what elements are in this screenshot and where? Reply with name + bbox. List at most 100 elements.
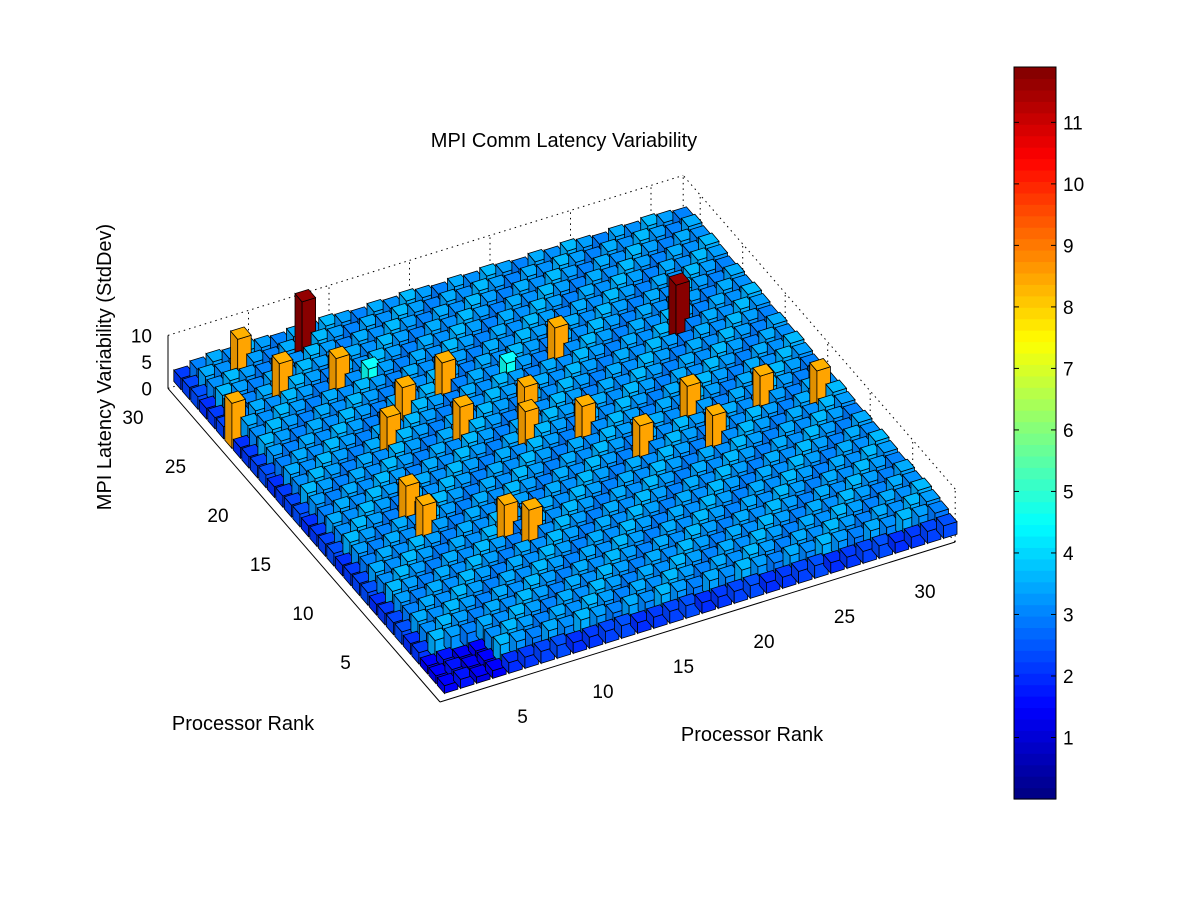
colorbar-swatch — [1014, 67, 1056, 80]
colorbar-swatch — [1014, 581, 1056, 594]
colorbar-swatch — [1014, 112, 1056, 125]
colorbar-tick-label: 5 — [1063, 482, 1074, 503]
colorbar-tick-label: 11 — [1063, 113, 1083, 134]
colorbar-swatch — [1014, 181, 1056, 194]
colorbar-tick-label: 1 — [1063, 728, 1074, 749]
y-tick-label: 15 — [250, 555, 271, 576]
colorbar-swatch — [1014, 135, 1056, 148]
colorbar-swatch — [1014, 295, 1056, 308]
x-tick-label: 25 — [834, 607, 855, 628]
x-tick-label: 10 — [592, 682, 613, 703]
bar-top — [294, 288, 317, 303]
bar-top — [328, 345, 351, 360]
colorbar-swatch — [1014, 158, 1056, 171]
colorbar-swatch — [1014, 741, 1056, 754]
y-tick-label: 20 — [207, 506, 228, 527]
colorbar-swatch — [1014, 558, 1056, 571]
colorbar-swatch — [1014, 638, 1056, 651]
colorbar-swatch — [1014, 398, 1056, 411]
colorbar-tick-label: 3 — [1063, 605, 1074, 626]
bar-top — [452, 394, 475, 408]
colorbar-swatch — [1014, 787, 1056, 800]
colorbar-swatch — [1014, 661, 1056, 674]
colorbar-tick-label: 9 — [1063, 236, 1074, 257]
colorbar-swatch — [1014, 352, 1056, 365]
colorbar-swatch — [1014, 547, 1056, 560]
axis-line — [439, 541, 956, 703]
colorbar-swatch — [1014, 776, 1056, 789]
colorbar-swatch — [1014, 375, 1056, 388]
bar-top — [229, 326, 252, 340]
colorbar-swatch — [1014, 147, 1056, 160]
colorbar-swatch — [1014, 455, 1056, 468]
colorbar-swatch — [1014, 433, 1056, 446]
bar-face — [224, 394, 233, 450]
y-tick-label: 25 — [165, 457, 186, 478]
colorbar-swatch — [1014, 227, 1056, 240]
colorbar-swatch — [1014, 410, 1056, 423]
colorbar-tick-label: 6 — [1063, 421, 1074, 442]
colorbar-swatch — [1014, 169, 1056, 182]
colorbar-swatch — [1014, 307, 1056, 320]
colorbar-swatch — [1014, 673, 1056, 686]
colorbar-swatch — [1014, 684, 1056, 697]
bar-top — [271, 350, 294, 365]
colorbar-swatch — [1014, 421, 1056, 434]
grid-line — [167, 174, 684, 336]
colorbar-swatch — [1014, 650, 1056, 663]
colorbar-swatch — [1014, 524, 1056, 537]
colorbar-swatch — [1014, 318, 1056, 331]
colorbar-swatch — [1014, 718, 1056, 731]
z-tick-label: 5 — [141, 353, 152, 374]
y-tick-label: 5 — [340, 653, 351, 674]
colorbar-swatch — [1014, 593, 1056, 606]
chart-title: MPI Comm Latency Variability — [431, 130, 697, 152]
colorbar-swatch — [1014, 616, 1056, 629]
colorbar-swatch — [1014, 272, 1056, 285]
colorbar-swatch — [1014, 238, 1056, 251]
colorbar-swatch — [1014, 204, 1056, 217]
colorbar-swatch — [1014, 730, 1056, 743]
colorbar-tick-label: 7 — [1063, 359, 1074, 380]
colorbar-swatch — [1014, 707, 1056, 720]
colorbar-swatch — [1014, 535, 1056, 548]
colorbar-swatch — [1014, 89, 1056, 102]
colorbar-swatch — [1014, 444, 1056, 457]
bars-group — [173, 206, 958, 695]
x-axis-label: Processor Rank — [172, 713, 315, 735]
colorbar-tick-label: 8 — [1063, 298, 1074, 319]
colorbar-swatch — [1014, 764, 1056, 777]
bar-top — [434, 350, 457, 364]
y-tick-label: 30 — [122, 408, 143, 429]
x-tick-label: 5 — [517, 707, 528, 728]
colorbar-swatch — [1014, 478, 1056, 491]
y-tick-label: 10 — [292, 604, 313, 625]
z-tick-label: 10 — [131, 326, 152, 347]
colorbar-tick-label: 4 — [1063, 544, 1074, 565]
bar-top — [379, 404, 402, 418]
colorbar-swatch — [1014, 570, 1056, 583]
colorbar-tick-label: 2 — [1063, 667, 1074, 688]
colorbar-swatch — [1014, 101, 1056, 114]
z-axis-label: MPI Latency Variability (StdDev) — [94, 224, 116, 510]
colorbar-swatch — [1014, 627, 1056, 640]
colorbar-swatch — [1014, 124, 1056, 137]
colorbar-swatch — [1014, 192, 1056, 205]
colorbar-swatch — [1014, 467, 1056, 480]
z-tick-label: 0 — [141, 379, 152, 400]
x-tick-label: 15 — [673, 657, 694, 678]
colorbar-swatch — [1014, 696, 1056, 709]
axis-line — [167, 388, 441, 703]
colorbar-swatch — [1014, 604, 1056, 617]
y-axis-label: Processor Rank — [681, 724, 824, 746]
bar-top — [224, 390, 247, 404]
bar-top — [394, 374, 417, 389]
colorbar-swatch — [1014, 341, 1056, 354]
colorbar-swatch — [1014, 284, 1056, 297]
colorbar-swatch — [1014, 215, 1056, 228]
colorbar-swatch — [1014, 490, 1056, 503]
x-tick-label: 30 — [914, 582, 935, 603]
colorbar-swatch — [1014, 364, 1056, 377]
bar-top — [680, 213, 703, 228]
